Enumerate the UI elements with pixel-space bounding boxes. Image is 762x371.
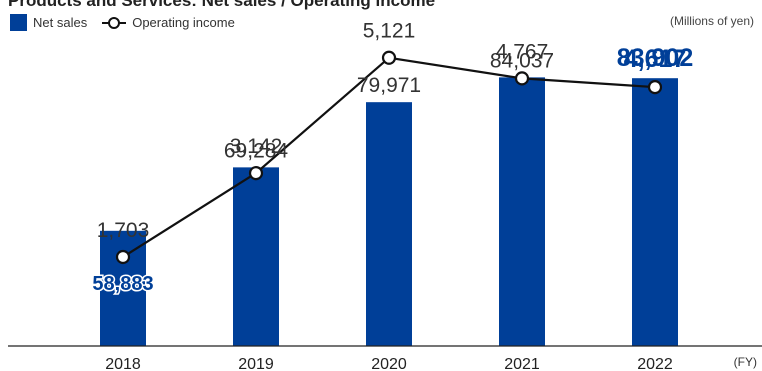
line-label-2018: 1,703 [97, 219, 150, 242]
x-tick-2018: 2018 [105, 356, 141, 371]
line-layer [115, 50, 663, 265]
x-tick-2020: 2020 [371, 356, 407, 371]
bar-2021 [499, 77, 545, 346]
legend: Net sales Operating income [10, 14, 235, 31]
bar-label-2022: 83,902 [617, 44, 693, 72]
labels-layer: 58,883 69,284 79,971 84,037 83,902 1,703 3,142… [91, 20, 693, 297]
x-tick-2022: 2022 [637, 356, 673, 371]
line-point-2018 [115, 249, 131, 265]
legend-label-operating-income: Operating income [132, 15, 235, 30]
bars-layer [100, 77, 678, 346]
bar-label-2019: 69,284 [224, 139, 289, 162]
x-axis-unit-label: (FY) [734, 355, 757, 369]
bar-2022 [632, 78, 678, 346]
legend-label-net-sales: Net sales [33, 15, 88, 30]
line-point-2022 [647, 80, 663, 95]
bar-label-2018: 58,883 [92, 273, 153, 295]
line-label-2019: 3,142 [230, 135, 283, 158]
line-circle-icon [102, 16, 127, 29]
ticks-layer: 2018 2019 2020 2021 2022 (FY) [105, 355, 757, 371]
bar-square-icon [10, 14, 27, 31]
chart-title: Products and Services: Net sales / Opera… [8, 0, 436, 10]
line-label-2022: 4,617 [624, 45, 687, 73]
bar-2019 [233, 167, 279, 346]
bar-label-2021: 84,037 [490, 49, 554, 72]
bar-label-2020: 79,971 [357, 74, 421, 97]
line-label-2020: 5,121 [363, 20, 416, 43]
line-label-2021: 4,767 [496, 40, 549, 63]
x-tick-2019: 2019 [238, 356, 274, 371]
bar-2020 [366, 102, 412, 346]
line-point-2021 [514, 71, 530, 86]
unit-label: (Millions of yen) [669, 14, 754, 28]
x-tick-2021: 2021 [504, 356, 540, 371]
line-point-2019 [248, 166, 264, 181]
line-point-2020 [381, 50, 397, 65]
